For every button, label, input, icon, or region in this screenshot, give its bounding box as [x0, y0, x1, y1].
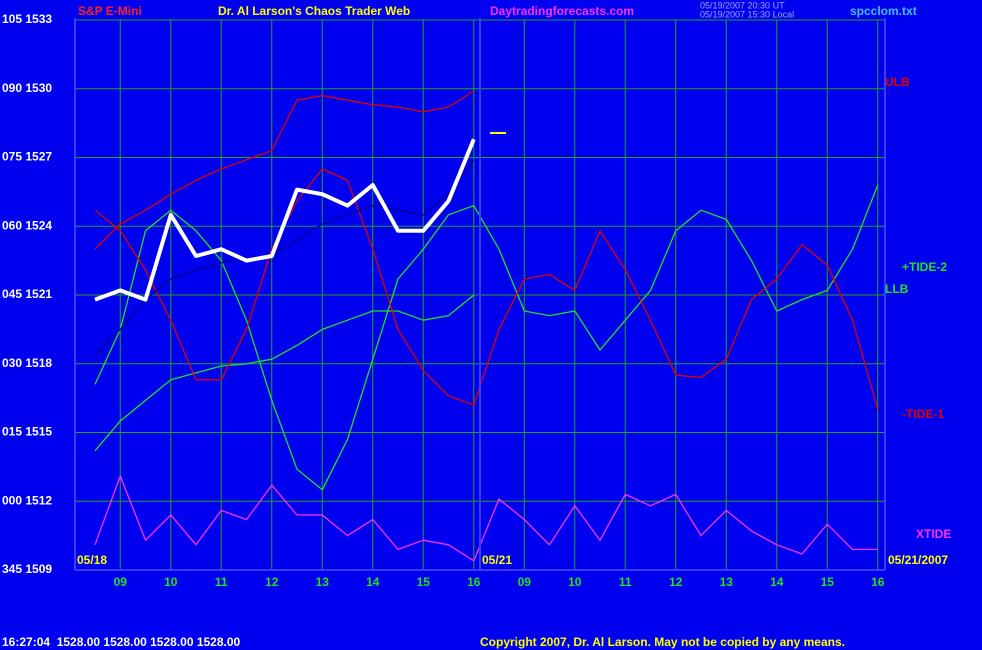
x-tick-label: 10	[164, 575, 178, 589]
end-date: 05/21/2007	[888, 553, 948, 567]
x-tick-label: 12	[669, 575, 683, 589]
x-tick-label: 09	[518, 575, 532, 589]
copyright: Copyright 2007, Dr. Al Larson. May not b…	[480, 635, 845, 649]
x-tick-label: 16	[467, 575, 481, 589]
timestamp-local: 05/19/2007 15:30 Local	[700, 9, 794, 19]
x-tick-label: 14	[770, 575, 784, 589]
series-line	[94, 184, 879, 491]
y-tick-label: 105 1533	[2, 12, 52, 26]
subtitle: Dr. Al Larson's Chaos Trader Web	[218, 4, 410, 18]
x-tick-label: 10	[568, 575, 582, 589]
series-line	[94, 168, 879, 410]
x-tick-label: 16	[871, 575, 885, 589]
file-name: spcclom.txt	[850, 4, 917, 18]
x-tick-label: 09	[114, 575, 128, 589]
y-tick-label: 060 1524	[2, 218, 52, 232]
site: Daytradingforecasts.com	[490, 4, 634, 18]
series	[94, 90, 879, 562]
y-tick-label: 015 1515	[2, 425, 52, 439]
series-line	[94, 475, 878, 562]
legend-label: -TIDE-1	[902, 407, 944, 421]
y-tick-label: 000 1512	[2, 493, 52, 507]
x-tick-label: 12	[265, 575, 279, 589]
x-tick-label: 13	[316, 575, 330, 589]
series-line	[94, 294, 475, 452]
y-tick-label: 030 1518	[2, 356, 52, 370]
y-tick-label: 090 1530	[2, 81, 52, 95]
grid	[75, 19, 885, 571]
timestamp-ut: 05/19/2007 20:30 UT	[700, 0, 785, 10]
chart-title: S&P E-Mini	[78, 4, 142, 18]
start-date: 05/18	[77, 553, 107, 567]
y-tick-label: 075 1527	[2, 150, 52, 164]
x-tick-label: 14	[366, 575, 380, 589]
legend-label: LLB	[885, 282, 909, 296]
x-tick-label: 15	[821, 575, 835, 589]
series-line	[94, 138, 476, 302]
mid-date: 05/21	[482, 553, 512, 567]
legend-label: ULB	[885, 75, 910, 89]
x-tick-label: 11	[619, 575, 632, 589]
y-tick-label: 345 1509	[2, 562, 52, 576]
series-line	[94, 159, 475, 356]
y-tick-label: 045 1521	[2, 287, 52, 301]
status-line: 16:27:04 1528.00 1528.00 1528.00 1528.00	[2, 635, 241, 649]
legend-label: XTIDE	[916, 527, 951, 541]
series-line	[94, 90, 475, 250]
legend-label: +TIDE-2	[902, 260, 947, 274]
x-tick-label: 11	[215, 575, 228, 589]
x-tick-label: 13	[720, 575, 734, 589]
x-tick-label: 15	[417, 575, 431, 589]
